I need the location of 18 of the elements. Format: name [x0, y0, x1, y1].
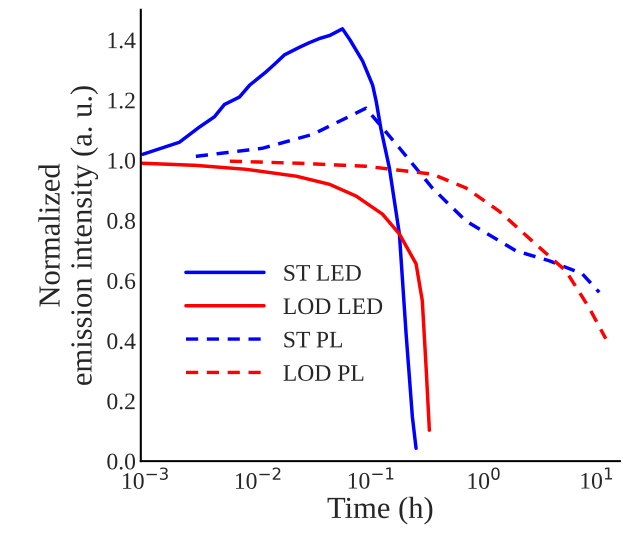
y-tick-label: 1.0 [108, 152, 136, 169]
legend-label: ST LED [284, 264, 361, 281]
x-tick-label: 10$^{0}$ [468, 467, 500, 489]
y-tick-label: 0.6 [107, 273, 136, 290]
y-tick-label: 0.8 [107, 212, 136, 229]
x-tick-label: 10$^{−2}$ [236, 467, 280, 489]
x-tick-label: 10$^{1}$ [581, 467, 612, 489]
legend-label: LOD PL [283, 365, 364, 381]
y-axis-title: Normalized emission intensity (a. u.) [38, 86, 98, 385]
y-tick-label: 1.2 [108, 92, 135, 109]
y-tick-label: 0.4 [107, 333, 136, 350]
x-axis-title: Time (h) [328, 496, 432, 524]
legend-label: LOD LED [283, 298, 382, 314]
y-tick-label: 1.4 [108, 32, 136, 48]
y-tick-label: 0.2 [107, 393, 135, 410]
x-tick-label: 10$^{−1}$ [348, 467, 394, 489]
legend-label: ST PL [284, 332, 342, 348]
y-tick-label: 0.0 [107, 454, 136, 470]
